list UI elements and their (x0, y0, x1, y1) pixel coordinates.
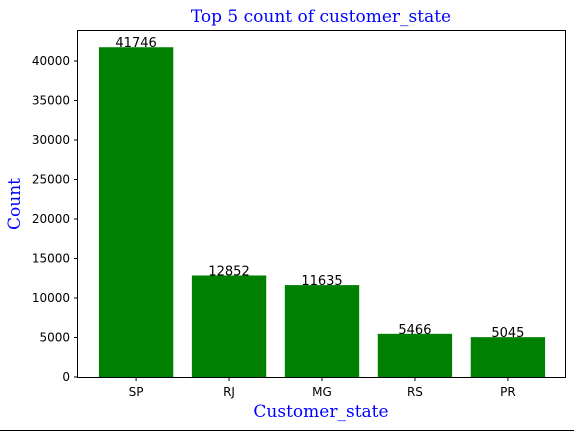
data-label-rj: 12852 (208, 264, 249, 279)
x-tick-label-pr: PR (500, 385, 516, 399)
bar-pr (470, 337, 546, 377)
bar-rj (191, 275, 267, 377)
bars-layer (98, 47, 546, 378)
y-tick-label-15000: 15000 (32, 252, 70, 266)
data-label-mg: 11635 (301, 274, 342, 289)
x-tick-label-rs: RS (407, 385, 423, 399)
y-axis-label: Count (5, 178, 25, 230)
y-tick-label-5000: 5000 (39, 331, 70, 345)
data-label-sp: 41746 (115, 36, 156, 51)
x-axis: SP RJ MG RS PR (129, 377, 516, 399)
x-tick-label-rj: RJ (223, 385, 235, 399)
y-tick-label-40000: 40000 (32, 54, 70, 68)
y-tick-label-30000: 30000 (32, 133, 70, 147)
bar-mg (284, 285, 360, 377)
data-labels-layer: 41746 12852 11635 5466 5045 (115, 36, 524, 341)
x-tick-label-sp: SP (129, 385, 144, 399)
x-axis-label: Customer_state (253, 402, 388, 422)
data-label-pr: 5045 (491, 326, 524, 341)
bar-sp (98, 47, 174, 378)
data-label-rs: 5466 (398, 323, 431, 338)
y-tick-label-10000: 10000 (32, 291, 70, 305)
y-tick-label-25000: 25000 (32, 173, 70, 187)
y-tick-label-20000: 20000 (32, 212, 70, 226)
y-axis: 0 5000 10000 15000 20000 25000 30000 35000 40000 (32, 54, 78, 384)
bar-rs (377, 333, 453, 377)
y-tick-label-0: 0 (62, 370, 70, 384)
x-tick-label-mg: MG (312, 385, 332, 399)
chart-title: Top 5 count of customer_state (191, 7, 451, 27)
y-tick-label-35000: 35000 (32, 94, 70, 108)
